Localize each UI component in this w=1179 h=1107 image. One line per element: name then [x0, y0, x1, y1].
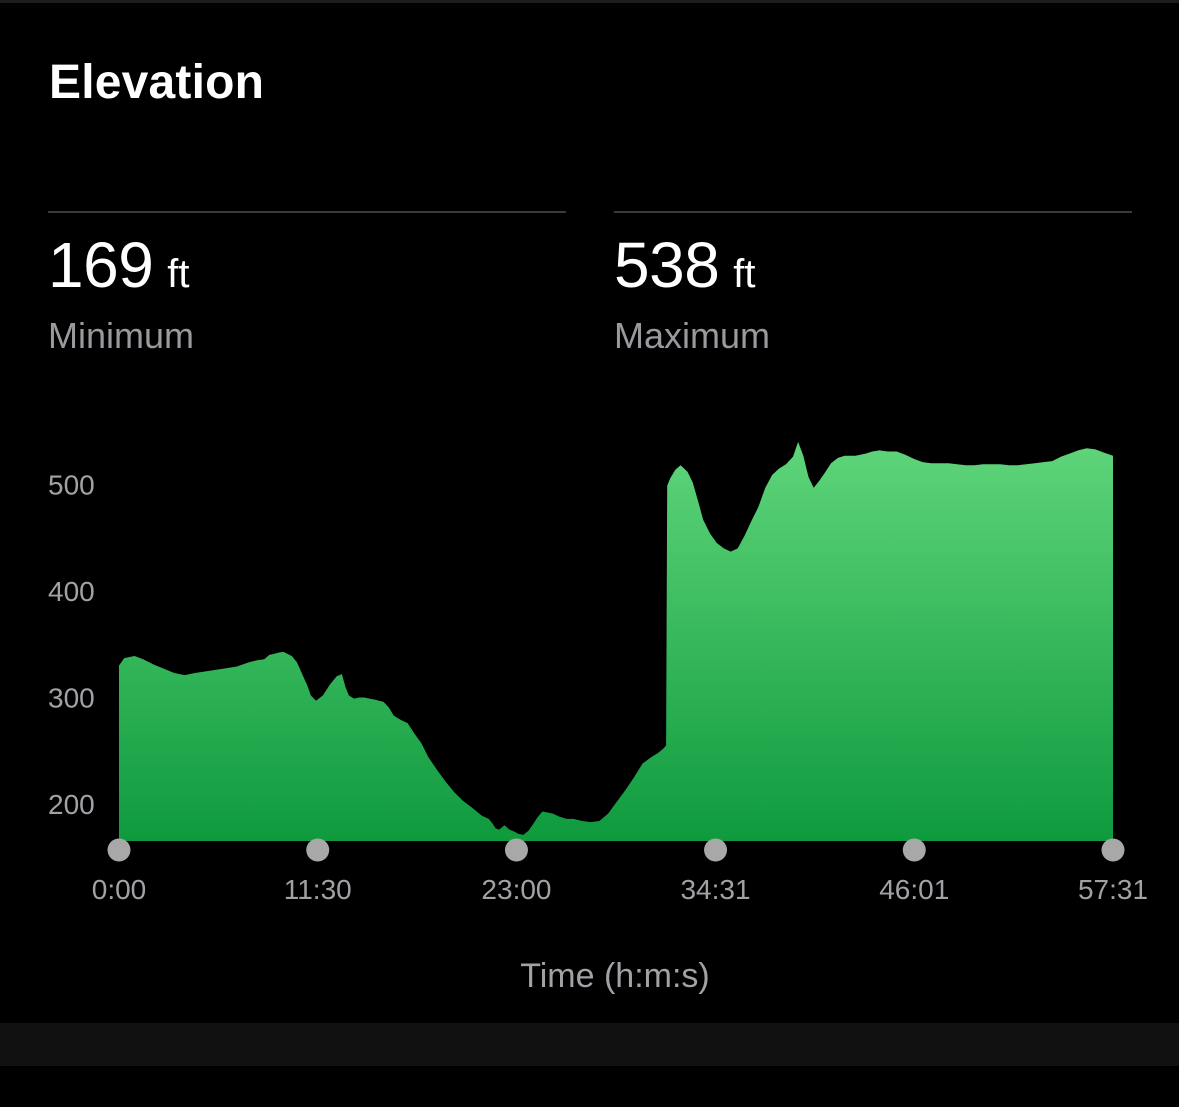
x-tick-marker [107, 838, 131, 862]
y-tick-label: 500 [48, 470, 95, 501]
x-tick-marker [902, 838, 926, 862]
minimum-label: Minimum [48, 315, 195, 356]
maximum-value: 538 [614, 229, 720, 301]
minimum-stat: 169 ft Minimum [48, 211, 566, 357]
elevation-card: Elevation 169 ft Minimum 538 ft Maximum 20… [0, 3, 1179, 1023]
y-tick-label: 200 [48, 789, 95, 820]
minimum-value-line: 169 ft [48, 231, 566, 299]
x-tick-label: 23:00 [481, 874, 551, 905]
x-axis-ticks: 0:00 11:30 23:00 34:31 46:01 57:31 [92, 874, 1148, 905]
maximum-value-line: 538 ft [614, 231, 1132, 299]
elevation-area [119, 441, 1113, 841]
x-tick-marker [306, 838, 330, 862]
top-edge [0, 0, 1179, 3]
x-tick-marker [504, 838, 528, 862]
y-axis-ticks: 200 300 400 500 [48, 470, 95, 821]
x-tick-label: 11:30 [284, 874, 352, 905]
maximum-divider [614, 211, 1132, 213]
x-tick-marker [704, 838, 728, 862]
maximum-label: Maximum [614, 315, 771, 356]
minimum-unit: ft [167, 252, 190, 296]
x-axis-title: Time (h:m:s) [520, 957, 710, 995]
x-tick-marker [1101, 838, 1125, 862]
y-tick-label: 400 [48, 576, 95, 607]
x-tick-label: 34:31 [680, 874, 750, 905]
minimum-value: 169 [48, 229, 154, 301]
maximum-unit: ft [733, 252, 756, 296]
maximum-stat: 538 ft Maximum [614, 211, 1132, 357]
card-title: Elevation [49, 56, 265, 109]
minimum-divider [48, 211, 566, 213]
bottom-area [0, 1066, 1179, 1107]
y-tick-label: 300 [48, 683, 95, 714]
elevation-chart: 200 300 400 500 0:00 11:30 23:00 34:31 46:01 57:… [48, 441, 1148, 995]
bottom-separator-bar [0, 1023, 1179, 1066]
x-axis-markers [107, 838, 1125, 862]
x-tick-label: 46:01 [879, 874, 949, 905]
x-tick-label: 0:00 [92, 874, 147, 905]
x-tick-label: 57:31 [1078, 874, 1148, 905]
